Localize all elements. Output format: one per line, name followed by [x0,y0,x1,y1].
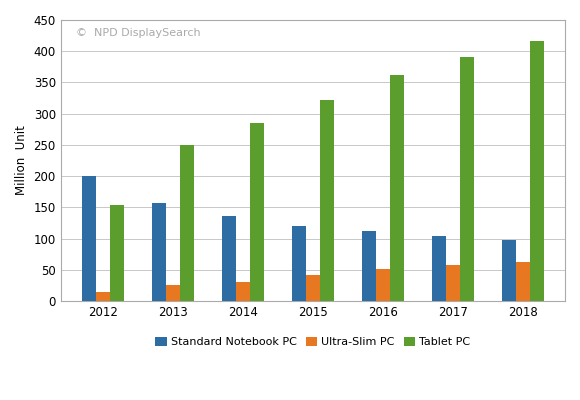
Bar [96,292,110,301]
Bar [306,275,320,301]
Y-axis label: Million  Unit: Million Unit [15,126,28,196]
Bar [446,265,460,301]
Bar [460,57,474,301]
Bar [516,262,530,301]
Bar [236,282,250,301]
Bar [530,41,544,301]
Bar [166,285,180,301]
Bar [180,145,194,301]
Bar [250,123,264,301]
Bar [320,100,334,301]
Bar [222,216,236,301]
Bar [82,176,96,301]
Bar [152,203,166,301]
Legend: Standard Notebook PC, Ultra-Slim PC, Tablet PC: Standard Notebook PC, Ultra-Slim PC, Tab… [151,332,474,352]
Bar [432,236,446,301]
Bar [376,269,390,301]
Bar [110,205,124,301]
Bar [292,226,306,301]
Bar [390,75,404,301]
Bar [362,231,376,301]
Bar [502,240,516,301]
Text: ©  NPD DisplaySearch: © NPD DisplaySearch [76,28,201,38]
